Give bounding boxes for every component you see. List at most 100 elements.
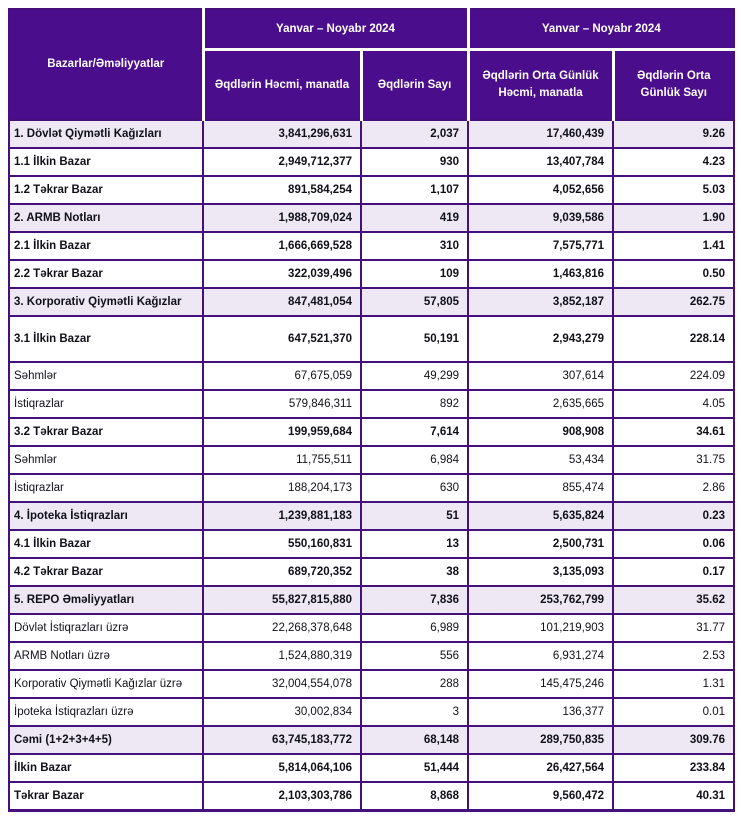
row-value: 309.76 xyxy=(612,725,736,755)
table-row: 2.2 Təkrar Bazar 322,039,496 109 1,463,816 0… xyxy=(8,259,736,289)
row-value: 5,814,064,106 xyxy=(202,753,362,783)
table-row: Təkrar Bazar 2,103,303,786 8,868 9,560,472 4… xyxy=(8,781,736,811)
row-value: 68,148 xyxy=(359,725,470,755)
row-value: 136,377 xyxy=(467,697,615,727)
row-value: 13 xyxy=(359,529,470,559)
row-value: 9,560,472 xyxy=(467,781,615,811)
column-header-markets: Bazarlar/Əməliyyatlar xyxy=(9,9,203,120)
row-label: 2. ARMB Notları xyxy=(8,203,204,233)
row-value: 2,943,279 xyxy=(467,315,615,363)
row-value: 228.14 xyxy=(612,315,736,363)
table-row: 2. ARMB Notları 1,988,709,024 419 9,039,586… xyxy=(8,203,736,233)
table-row: 4.1 İlkin Bazar 550,160,831 13 2,500,731 0.0… xyxy=(8,529,736,559)
table-row: 1. Dövlət Qiymətli Kağızları 3,841,296,63… xyxy=(8,119,736,149)
table-row: Korporativ Qiymətli Kağızlar üzrə 32,004,… xyxy=(8,669,736,699)
row-value: 5.03 xyxy=(612,175,736,205)
securities-market-table: Bazarlar/Əməliyyatlar Yanvar – Noyabr 20… xyxy=(8,8,736,812)
row-value: 38 xyxy=(359,557,470,587)
row-label: İlkin Bazar xyxy=(8,753,204,783)
row-value: 0.23 xyxy=(612,501,736,531)
row-label: Təkrar Bazar xyxy=(8,781,204,811)
row-value: 4.23 xyxy=(612,147,736,177)
table-row: Səhmlər 11,755,511 6,984 53,434 31.75 xyxy=(8,445,736,475)
row-value: 34.61 xyxy=(612,417,736,447)
row-value: 26,427,564 xyxy=(467,753,615,783)
row-label: 1. Dövlət Qiymətli Kağızları xyxy=(8,119,204,149)
row-value: 233.84 xyxy=(612,753,736,783)
row-value: 0.06 xyxy=(612,529,736,559)
row-label: 3.1 İlkin Bazar xyxy=(8,315,204,363)
row-value: 892 xyxy=(359,389,470,419)
row-value: 2,037 xyxy=(359,119,470,149)
table-row: Cəmi (1+2+3+4+5) 63,745,183,772 68,148 289,… xyxy=(8,725,736,755)
table-row: 3.1 İlkin Bazar 647,521,370 50,191 2,943,27… xyxy=(8,315,736,363)
row-label: 3. Korporativ Qiymətli Kağızlar xyxy=(8,287,204,317)
row-value: 0.50 xyxy=(612,259,736,289)
row-value: 262.75 xyxy=(612,287,736,317)
table-row: İpoteka İstiqrazları üzrə 30,002,834 3 136,… xyxy=(8,697,736,727)
table-row: 5. REPO Əməliyyatları 55,827,815,880 7,836… xyxy=(8,585,736,615)
row-label: Dövlət İstiqrazları üzrə xyxy=(8,613,204,643)
row-value: 8,868 xyxy=(359,781,470,811)
header-group-row: Bazarlar/Əməliyyatlar Yanvar – Noyabr 20… xyxy=(9,9,735,120)
row-value: 289,750,835 xyxy=(467,725,615,755)
row-value: 6,931,274 xyxy=(467,641,615,671)
column-header-volume: Əqdlərin Həcmi, manatla xyxy=(201,49,361,120)
row-value: 7,575,771 xyxy=(467,231,615,261)
row-value: 3,852,187 xyxy=(467,287,615,317)
table-row: Səhmlər 67,675,059 49,299 307,614 224.09 xyxy=(8,361,736,391)
row-value: 31.77 xyxy=(612,613,736,643)
column-header-count: Əqdlərin Sayı xyxy=(359,49,469,120)
row-value: 49,299 xyxy=(359,361,470,391)
row-value: 2,500,731 xyxy=(467,529,615,559)
row-label: ARMB Notları üzrə xyxy=(8,641,204,671)
row-value: 145,475,246 xyxy=(467,669,615,699)
row-value: 67,675,059 xyxy=(202,361,362,391)
table-body: 1. Dövlət Qiymətli Kağızları 3,841,296,63… xyxy=(8,119,736,811)
row-value: 9,039,586 xyxy=(467,203,615,233)
row-value: 579,846,311 xyxy=(202,389,362,419)
row-value: 109 xyxy=(359,259,470,289)
row-value: 224.09 xyxy=(612,361,736,391)
row-label: 1.2 Təkrar Bazar xyxy=(8,175,204,205)
page: Bazarlar/Əməliyyatlar Yanvar – Noyabr 20… xyxy=(8,8,736,812)
row-value: 6,989 xyxy=(359,613,470,643)
row-value: 1,666,669,528 xyxy=(202,231,362,261)
row-value: 9.26 xyxy=(612,119,736,149)
table-row: İstiqrazlar 579,846,311 892 2,635,665 4.05 xyxy=(8,389,736,419)
row-label: 4. İpoteka İstiqrazları xyxy=(8,501,204,531)
table-row: İlkin Bazar 5,814,064,106 51,444 26,427,564… xyxy=(8,753,736,783)
row-label: 2.2 Təkrar Bazar xyxy=(8,259,204,289)
row-value: 4,052,656 xyxy=(467,175,615,205)
row-label: Cəmi (1+2+3+4+5) xyxy=(8,725,204,755)
row-value: 1.41 xyxy=(612,231,736,261)
row-label: İstiqrazlar xyxy=(8,389,204,419)
row-value: 5,635,824 xyxy=(467,501,615,531)
table-header: Bazarlar/Əməliyyatlar Yanvar – Noyabr 20… xyxy=(9,9,735,120)
row-value: 891,584,254 xyxy=(202,175,362,205)
row-label: İpoteka İstiqrazları üzrə xyxy=(8,697,204,727)
row-value: 855,474 xyxy=(467,473,615,503)
row-label: 2.1 İlkin Bazar xyxy=(8,231,204,261)
row-label: Səhmlər xyxy=(8,361,204,391)
row-value: 32,004,554,078 xyxy=(202,669,362,699)
table-row: ARMB Notları üzrə 1,524,880,319 556 6,931,2… xyxy=(8,641,736,671)
row-value: 55,827,815,880 xyxy=(202,585,362,615)
row-value: 2,949,712,377 xyxy=(202,147,362,177)
row-value: 2.86 xyxy=(612,473,736,503)
row-value: 31.75 xyxy=(612,445,736,475)
row-value: 4.05 xyxy=(612,389,736,419)
row-value: 40.31 xyxy=(612,781,736,811)
row-value: 51,444 xyxy=(359,753,470,783)
row-value: 1.90 xyxy=(612,203,736,233)
row-value: 30,002,834 xyxy=(202,697,362,727)
table-row: 4. İpoteka İstiqrazları 1,239,881,183 51 5,… xyxy=(8,501,736,531)
row-value: 2,103,303,786 xyxy=(202,781,362,811)
table-row: 2.1 İlkin Bazar 1,666,669,528 310 7,575,771… xyxy=(8,231,736,261)
table-row: 1.1 İlkin Bazar 2,949,712,377 930 13,407,78… xyxy=(8,147,736,177)
table-row: İstiqrazlar 188,204,173 630 855,474 2.86 xyxy=(8,473,736,503)
row-value: 51 xyxy=(359,501,470,531)
row-value: 253,762,799 xyxy=(467,585,615,615)
row-value: 3 xyxy=(359,697,470,727)
row-value: 11,755,511 xyxy=(202,445,362,475)
